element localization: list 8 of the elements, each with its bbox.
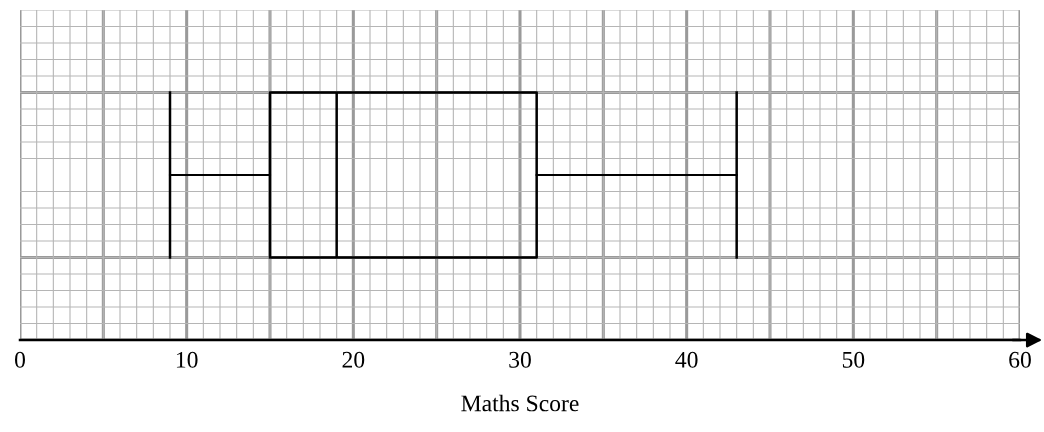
- x-tick-label: 60: [1009, 351, 1031, 368]
- x-axis-title: Maths Score: [461, 394, 579, 412]
- x-tick-label: 50: [842, 351, 865, 368]
- x-tick-label: 40: [675, 351, 698, 368]
- x-tick-label: 0: [15, 351, 25, 368]
- x-tick-label: 10: [176, 351, 198, 368]
- x-tick-label: 30: [509, 351, 531, 368]
- x-tick-label: 20: [342, 351, 365, 368]
